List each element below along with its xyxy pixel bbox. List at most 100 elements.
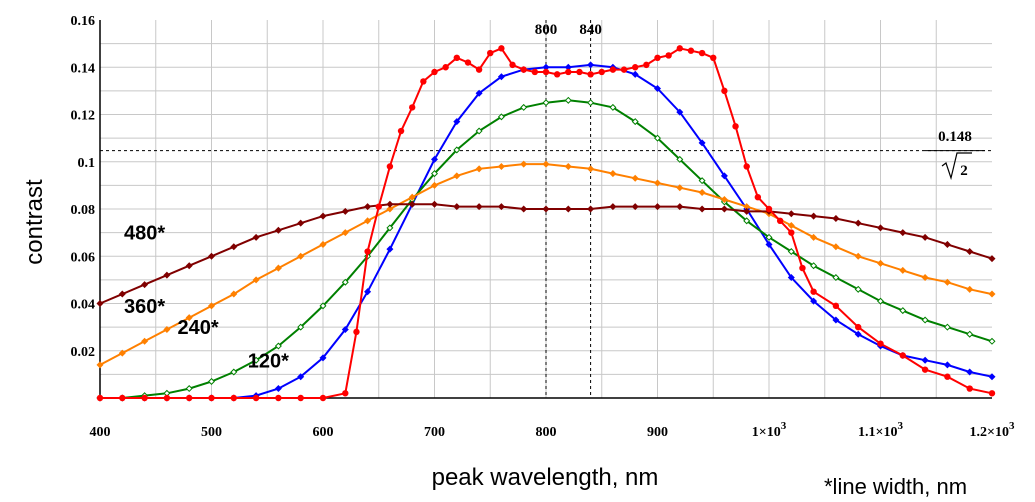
data-point bbox=[743, 207, 751, 215]
data-point bbox=[565, 68, 572, 76]
data-point bbox=[855, 323, 862, 331]
data-point bbox=[631, 70, 639, 78]
data-point bbox=[409, 104, 416, 111]
data-point bbox=[609, 103, 617, 111]
y-axis-title: contrast bbox=[21, 179, 48, 265]
data-point bbox=[542, 205, 550, 213]
data-point bbox=[453, 172, 461, 180]
data-point bbox=[319, 302, 327, 310]
data-point bbox=[988, 337, 996, 345]
x-tick-label: 1×103 bbox=[752, 420, 787, 440]
data-point bbox=[408, 193, 416, 201]
data-point bbox=[587, 71, 594, 78]
data-point bbox=[832, 274, 840, 282]
data-point bbox=[631, 174, 639, 182]
data-point bbox=[475, 127, 483, 135]
x-tick-label-exponent: 3 bbox=[1009, 420, 1015, 432]
data-point bbox=[609, 203, 617, 211]
data-point bbox=[420, 78, 427, 85]
data-point bbox=[765, 205, 773, 213]
data-point bbox=[921, 316, 929, 324]
data-point bbox=[364, 248, 371, 255]
data-point bbox=[364, 203, 372, 211]
data-point bbox=[464, 59, 472, 66]
data-point bbox=[185, 314, 193, 322]
data-point bbox=[230, 394, 237, 402]
data-point bbox=[988, 390, 996, 397]
data-point bbox=[319, 240, 327, 248]
data-point bbox=[497, 203, 505, 211]
data-point bbox=[676, 108, 684, 116]
data-point bbox=[743, 163, 750, 170]
tick-labels: 400 500 600 700 800 900 1×103 1.1×103 1.2×1030.0… bbox=[71, 14, 1015, 440]
data-point bbox=[185, 262, 193, 270]
data-point bbox=[118, 349, 126, 357]
data-point bbox=[185, 385, 193, 393]
data-point bbox=[442, 64, 449, 71]
data-point bbox=[988, 255, 996, 263]
data-point bbox=[598, 68, 605, 76]
data-point bbox=[943, 323, 951, 331]
y-tick-label: 0.12 bbox=[71, 109, 96, 124]
data-point bbox=[430, 181, 439, 189]
x-tick-label-base: 1.1×10 bbox=[858, 425, 897, 440]
x-tick-label: 1.1×103 bbox=[858, 420, 903, 440]
data-point bbox=[899, 229, 907, 237]
data-point bbox=[921, 274, 929, 282]
data-point bbox=[698, 49, 706, 57]
x-tick-label-base: 1×10 bbox=[752, 425, 781, 440]
x-tick-label-base: 500 bbox=[201, 425, 222, 440]
data-point bbox=[364, 288, 372, 296]
data-point bbox=[274, 342, 282, 350]
data-point bbox=[453, 118, 461, 126]
data-point bbox=[430, 200, 439, 208]
data-point bbox=[453, 203, 461, 211]
series-label-360: 360* bbox=[124, 296, 165, 318]
data-point bbox=[810, 262, 818, 270]
data-point bbox=[966, 285, 974, 293]
data-point bbox=[653, 179, 662, 187]
data-point bbox=[252, 233, 260, 241]
data-point bbox=[431, 68, 438, 76]
data-point bbox=[720, 172, 728, 180]
data-point bbox=[453, 146, 461, 154]
data-point bbox=[966, 330, 974, 338]
data-point bbox=[364, 217, 372, 225]
y-tick-label: 0.04 bbox=[71, 298, 96, 313]
data-point bbox=[631, 118, 639, 126]
data-point bbox=[342, 390, 349, 397]
data-point bbox=[810, 212, 818, 220]
data-point bbox=[643, 61, 650, 69]
data-point bbox=[921, 356, 929, 364]
data-point bbox=[899, 352, 906, 359]
data-point bbox=[687, 47, 695, 54]
data-point bbox=[542, 160, 550, 168]
data-point bbox=[988, 373, 996, 381]
data-point bbox=[542, 68, 550, 76]
data-point bbox=[163, 271, 171, 279]
data-point bbox=[832, 214, 840, 222]
data-point bbox=[665, 52, 672, 59]
reference-lines: 800 840 0.148 2 bbox=[100, 20, 992, 398]
data-point bbox=[520, 160, 528, 168]
data-point bbox=[430, 155, 439, 163]
data-point bbox=[141, 281, 149, 289]
data-point bbox=[788, 229, 795, 236]
data-point bbox=[720, 205, 728, 213]
data-point bbox=[631, 203, 639, 211]
data-point bbox=[252, 394, 260, 402]
data-point bbox=[163, 394, 171, 402]
data-point bbox=[141, 394, 148, 402]
data-point bbox=[274, 226, 282, 234]
data-point bbox=[386, 224, 394, 232]
data-point bbox=[375, 203, 382, 210]
x-tick-label-exponent: 3 bbox=[781, 420, 787, 432]
data-point bbox=[620, 66, 628, 73]
data-point bbox=[230, 290, 238, 298]
series-labels: 480* 360* 240* 120* bbox=[124, 223, 289, 373]
data-point bbox=[876, 259, 885, 267]
data-point bbox=[698, 177, 706, 185]
data-point bbox=[141, 337, 149, 345]
data-point bbox=[341, 229, 349, 237]
sqrt-sign-icon bbox=[941, 152, 972, 181]
